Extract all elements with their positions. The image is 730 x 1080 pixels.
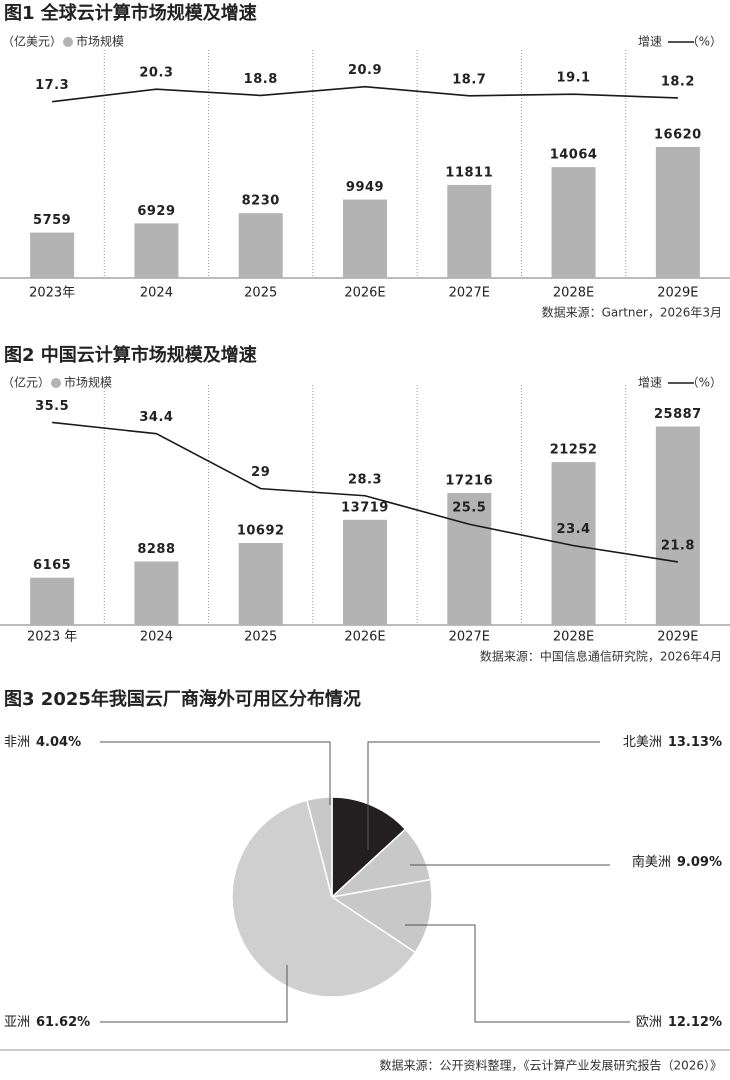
slice-name: 非洲 <box>4 735 30 750</box>
bar <box>655 426 700 625</box>
leader-line <box>100 965 288 1023</box>
pie-slice <box>305 796 333 898</box>
bar <box>30 577 75 625</box>
slice-name: 欧洲 <box>636 1015 662 1030</box>
slice-name: 南美洲 <box>632 854 671 870</box>
unit-label: （亿元） <box>2 375 50 390</box>
line-value-label: 17.3 <box>35 78 69 93</box>
bar <box>343 519 387 625</box>
bar-value-label: 9949 <box>346 180 384 195</box>
line-value-label: 28.3 <box>348 472 382 487</box>
bar-value-label: 21252 <box>550 443 598 458</box>
bar-value-label: 13719 <box>341 500 389 515</box>
leader-line <box>405 924 630 1023</box>
growth-line <box>52 421 678 563</box>
bar <box>551 167 596 278</box>
source-note: 数据来源：公开资料整理，《云计算产业发展研究报告（2026）》 <box>379 1058 722 1073</box>
line-value-label: 20.3 <box>139 66 173 81</box>
leader-line <box>100 741 331 805</box>
slice-label: 欧洲 12.12% <box>636 1015 722 1030</box>
bar-value-label: 11811 <box>445 165 493 180</box>
slice-value: 13.13% <box>668 735 722 750</box>
line-value-label: 35.5 <box>35 399 69 414</box>
unit-label: （亿美元） <box>2 34 62 49</box>
line-value-label: 34.4 <box>139 410 173 425</box>
slice-name: 北美洲 <box>623 735 662 750</box>
bar-value-label: 6165 <box>33 558 71 573</box>
x-tick-label: 2029E <box>657 630 698 645</box>
slice-label: 北美洲 13.13% <box>623 735 722 750</box>
line-value-label: 20.9 <box>348 63 382 78</box>
x-tick-label: 2029E <box>657 286 698 301</box>
bar <box>30 232 75 278</box>
pie-slice <box>330 878 433 954</box>
source-note: 数据来源：中国信息通信研究院，2026年4月 <box>480 649 722 664</box>
bar <box>447 184 492 278</box>
leader-line <box>367 741 600 850</box>
y2-unit: （%） <box>687 376 722 390</box>
slice-label: 南美洲 9.09% <box>632 854 722 870</box>
bar-value-label: 16620 <box>654 127 702 142</box>
x-tick-label: 2023年 <box>29 286 75 301</box>
slice-label: 非洲 4.04% <box>4 735 81 750</box>
line-value-label: 18.8 <box>244 72 278 87</box>
source-note: 数据来源：Gartner，2026年3月 <box>542 305 722 320</box>
bar-value-label: 14064 <box>550 148 598 163</box>
growth-line <box>52 85 678 103</box>
bar <box>343 199 387 278</box>
slice-name: 亚洲 <box>4 1015 30 1030</box>
x-tick-label: 2025 <box>244 630 277 645</box>
x-tick-label: 2027E <box>449 630 490 645</box>
bar <box>238 213 283 278</box>
slice-value: 4.04% <box>36 735 81 750</box>
legend-label: 市场规模 <box>76 34 124 49</box>
chart-title: 图1 全球云计算市场规模及增速 <box>4 2 257 24</box>
y2-unit: （%） <box>687 35 722 49</box>
legend-label: 市场规模 <box>64 375 112 390</box>
chart-title: 图3 2025年我国云厂商海外可用区分布情况 <box>4 688 361 710</box>
bar <box>447 493 492 625</box>
x-tick-label: 2025 <box>244 286 277 301</box>
legend-label: 增速 <box>638 35 662 49</box>
line-value-label: 19.1 <box>557 71 591 86</box>
bar <box>134 223 179 278</box>
line-value-label: 21.8 <box>661 538 695 553</box>
x-tick-label: 2023 年 <box>27 630 77 645</box>
x-tick-label: 2024 <box>140 630 173 645</box>
bar-value-label: 5759 <box>33 213 71 228</box>
slice-value: 9.09% <box>677 855 722 870</box>
line-value-label: 29 <box>251 465 270 480</box>
line-value-label: 23.4 <box>557 522 591 537</box>
x-tick-label: 2028E <box>553 286 594 301</box>
bar-value-label: 8230 <box>242 194 280 209</box>
slice-value: 61.62% <box>36 1015 90 1030</box>
bar-value-label: 25887 <box>654 407 702 422</box>
legend-swatch <box>51 378 61 388</box>
legend-label: 增速 <box>638 376 662 390</box>
bar-value-label: 8288 <box>137 542 175 557</box>
bar-value-label: 10692 <box>237 524 285 539</box>
x-tick-label: 2026E <box>344 630 385 645</box>
line-value-label: 18.7 <box>452 72 486 87</box>
bar-value-label: 17216 <box>445 474 493 489</box>
line-value-label: 25.5 <box>452 501 486 516</box>
legend-swatch <box>63 37 73 47</box>
bar <box>655 146 700 278</box>
x-tick-label: 2024 <box>140 286 173 301</box>
bar <box>551 462 596 625</box>
slice-value: 12.12% <box>668 1015 722 1030</box>
bar <box>238 543 283 625</box>
pie-slice <box>231 799 417 998</box>
slice-label: 亚洲 61.62% <box>4 1015 90 1030</box>
bar <box>134 561 179 625</box>
bar-value-label: 6929 <box>137 204 175 219</box>
x-tick-label: 2027E <box>449 286 490 301</box>
chart-title: 图2 中国云计算市场规模及增速 <box>4 344 257 366</box>
x-tick-label: 2026E <box>344 286 385 301</box>
pie-slice <box>331 796 407 899</box>
line-value-label: 18.2 <box>661 74 695 89</box>
x-tick-label: 2028E <box>553 630 594 645</box>
